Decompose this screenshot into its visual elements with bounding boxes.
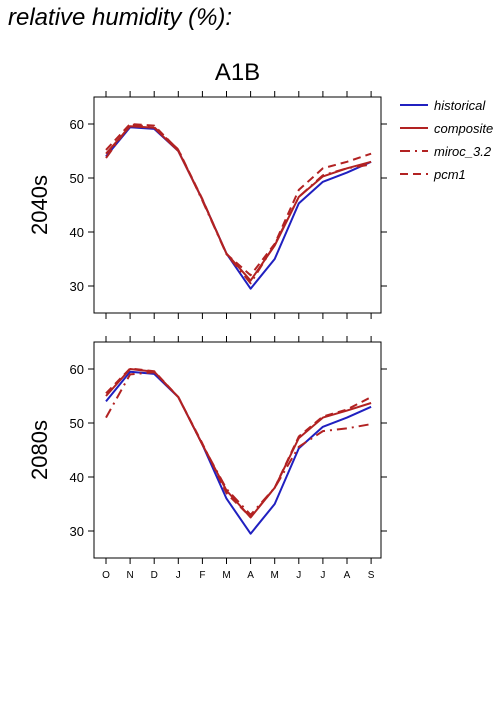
x-tick-label: N [126, 570, 133, 581]
series-line-historical [105, 126, 372, 290]
x-tick-label: M [271, 570, 279, 581]
x-tick-label: O [102, 570, 110, 581]
x-tick-label: J [176, 570, 181, 581]
y-tick-label: 40 [70, 470, 84, 485]
panel-label: 2080s [27, 420, 52, 480]
legend-label: pcm1 [433, 167, 466, 182]
y-tick-label: 30 [70, 279, 84, 294]
series-line-composite [105, 125, 372, 282]
x-tick-label: A [247, 570, 254, 581]
y-tick-label: 60 [70, 362, 84, 377]
x-tick-label: J [320, 570, 325, 581]
legend-label: historical [434, 98, 486, 113]
scenario-title: A1B [215, 59, 260, 86]
page-title: relative humidity (%): [8, 4, 233, 31]
x-tick-label: D [151, 570, 158, 581]
y-tick-label: 30 [70, 524, 84, 539]
series-line-miroc-3-2 [105, 123, 372, 285]
x-tick-label: A [344, 570, 351, 581]
legend-label: composite [434, 121, 493, 136]
x-tick-label: F [199, 570, 205, 581]
series-line-miroc-3-2 [105, 371, 372, 516]
legend-label: miroc_3.2 [434, 144, 492, 159]
series-line-pcm1 [105, 367, 372, 518]
series-line-pcm1 [105, 123, 372, 277]
series-line-composite [105, 368, 372, 519]
y-tick-label: 60 [70, 117, 84, 132]
y-tick-label: 50 [70, 416, 84, 431]
y-tick-label: 40 [70, 225, 84, 240]
panel-label: 2040s [27, 175, 52, 235]
x-tick-label: M [222, 570, 230, 581]
series-line-historical [105, 370, 372, 535]
x-tick-label: S [368, 570, 375, 581]
panel-frame [93, 96, 382, 314]
panel-frame [93, 341, 382, 559]
x-tick-label: J [296, 570, 301, 581]
y-tick-label: 50 [70, 171, 84, 186]
